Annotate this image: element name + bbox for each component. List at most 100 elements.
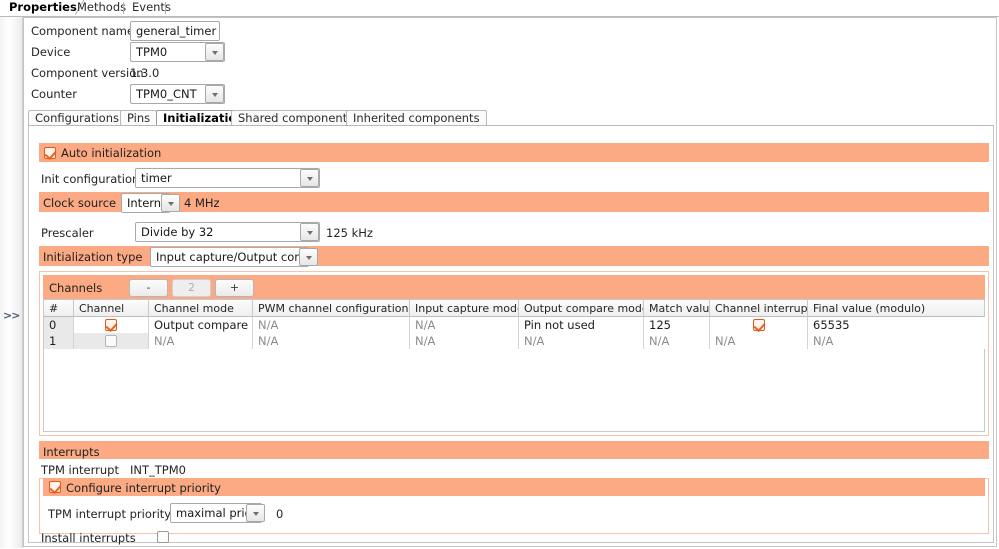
cell-final-value-modulo: N/A: [808, 333, 985, 349]
clock-source-combo[interactable]: Internal: [121, 193, 170, 213]
tab-events-label: Events: [132, 0, 171, 14]
init-configuration-label: Init configuration: [41, 172, 140, 186]
tab-events[interactable]: Events: [125, 0, 178, 15]
tab-properties[interactable]: Properties: [2, 0, 85, 15]
tab-shared-components-label: Shared components: [238, 111, 354, 125]
device-label: Device: [31, 45, 71, 59]
column-output-compare-mode: Output compare mode: [519, 300, 644, 317]
tab-initialization-label: Initialization: [163, 111, 245, 125]
initialization-pane: Auto initialization Init configuration t…: [28, 126, 994, 545]
cell-index: 1: [44, 333, 74, 349]
device-combo-chevron-down-icon[interactable]: [205, 43, 224, 61]
device-combo[interactable]: TPM0: [130, 42, 225, 62]
configure-interrupt-priority-checkbox[interactable]: [49, 481, 61, 493]
auto-initialization-band: [39, 143, 989, 162]
auto-initialization-label: Auto initialization: [61, 146, 162, 160]
tab-pins-label: Pins: [127, 111, 151, 125]
counter-combo-chevron-down-icon[interactable]: [205, 85, 224, 103]
cell-channel-enable[interactable]: [74, 317, 149, 333]
properties-panel: Component name general_timer Device TPM0…: [23, 17, 997, 547]
component-version-label: Component version: [31, 66, 144, 80]
cell-final-value-modulo[interactable]: 65535: [808, 317, 985, 333]
clock-source-chevron-down-icon[interactable]: [161, 194, 180, 212]
tab-inherited-components-label: Inherited components: [353, 111, 480, 125]
channels-remove-button[interactable]: -: [129, 279, 168, 297]
channels-count-field: 2: [172, 279, 211, 297]
initialization-type-chevron-down-icon[interactable]: [299, 248, 318, 266]
tpm-interrupt-priority-number: 0: [276, 507, 284, 521]
cell-channel-mode[interactable]: Output compare: [149, 317, 253, 333]
cell-input-capture-mode: N/A: [410, 333, 519, 349]
cell-index: 0: [44, 317, 74, 333]
tab-methods[interactable]: Methods: [70, 0, 133, 15]
inner-tab-baseline: [28, 125, 994, 126]
column-channel: Channel: [74, 300, 149, 317]
channels-label: Channels: [49, 281, 103, 295]
channels-table-header: # Channel Channel mode PWM channel confi…: [44, 300, 984, 317]
cell-pwm-channel-config: N/A: [253, 317, 410, 333]
column-channel-interrupt: Channel interrupt: [710, 300, 808, 317]
initialization-type-label: Initialization type: [43, 250, 143, 264]
column-match-value: Match value: [644, 300, 710, 317]
cell-channel-mode: N/A: [149, 333, 253, 349]
tab-configurations-label: Configurations: [35, 111, 119, 125]
prescaler-chevron-down-icon[interactable]: [300, 223, 319, 241]
tab-methods-label: Methods: [77, 0, 127, 14]
tab-shared-components[interactable]: Shared components: [231, 110, 361, 125]
tpm-interrupt-value: INT_TPM0: [130, 463, 186, 477]
configure-interrupt-priority-label: Configure interrupt priority: [66, 481, 221, 495]
cell-channel-enable[interactable]: [74, 333, 149, 349]
column-pwm-channel-config: PWM channel configuration: [253, 300, 410, 317]
channel-interrupt-checkbox[interactable]: [753, 319, 765, 331]
cell-output-compare-mode[interactable]: Pin not used: [519, 317, 644, 333]
collapsed-sidebar[interactable]: >>: [0, 17, 23, 548]
tab-divider: [165, 2, 166, 14]
init-configuration-combo[interactable]: timer: [135, 168, 320, 188]
tab-properties-label: Properties: [9, 0, 77, 14]
tpm-interrupt-priority-chevron-down-icon[interactable]: [246, 504, 265, 522]
tab-divider: [123, 2, 124, 14]
column-index: #: [44, 300, 74, 317]
cell-output-compare-mode: N/A: [519, 333, 644, 349]
configure-priority-band: [43, 478, 985, 496]
channels-table: # Channel Channel mode PWM channel confi…: [43, 299, 985, 432]
counter-combo[interactable]: TPM0_CNT: [130, 84, 225, 104]
table-row[interactable]: 0 Output compare N/A N/A Pin not used 12…: [44, 317, 985, 333]
cell-match-value[interactable]: 125: [644, 317, 710, 333]
clock-source-label: Clock source: [43, 196, 117, 210]
column-channel-mode: Channel mode: [149, 300, 253, 317]
counter-label: Counter: [31, 87, 77, 101]
init-configuration-chevron-down-icon[interactable]: [300, 169, 319, 187]
cell-pwm-channel-config: N/A: [253, 333, 410, 349]
column-input-capture-mode: Input capture mode: [410, 300, 519, 317]
top-tab-strip: Properties Methods Events: [0, 0, 999, 17]
cell-input-capture-mode: N/A: [410, 317, 519, 333]
install-interrupts-checkbox[interactable]: [157, 531, 169, 543]
channel-enable-checkbox[interactable]: [105, 335, 117, 347]
prescaler-combo[interactable]: Divide by 32: [135, 222, 320, 242]
table-row[interactable]: 1 N/A N/A N/A N/A N/A N/A N/A: [44, 333, 985, 349]
interrupts-section-label: Interrupts: [43, 445, 100, 459]
channels-add-button[interactable]: +: [215, 279, 254, 297]
component-name-label: Component name: [31, 24, 135, 38]
tab-slant-icon: [74, 0, 85, 15]
prescaler-frequency: 125 kHz: [326, 226, 373, 240]
cell-channel-interrupt: N/A: [710, 333, 808, 349]
tpm-interrupt-priority-combo[interactable]: maximal priority: [170, 503, 262, 523]
prescaler-label: Prescaler: [41, 226, 94, 240]
column-final-value-modulo: Final value (modulo): [813, 302, 926, 315]
clock-source-band: [39, 192, 989, 212]
tab-initialization[interactable]: Initialization: [156, 110, 252, 125]
cell-channel-interrupt[interactable]: [710, 317, 808, 333]
component-name-input[interactable]: general_timer: [130, 21, 220, 41]
auto-initialization-checkbox[interactable]: [44, 147, 56, 159]
install-interrupts-label: Install interrupts: [41, 531, 136, 545]
inner-tab-strip: Configurations Pins Initialization Share…: [28, 110, 994, 126]
tab-configurations[interactable]: Configurations: [28, 110, 126, 125]
tab-pins[interactable]: Pins: [120, 110, 158, 125]
tab-inherited-components[interactable]: Inherited components: [346, 110, 487, 125]
initialization-type-combo[interactable]: Input capture/Output compare: [150, 247, 309, 267]
channel-enable-checkbox[interactable]: [105, 319, 117, 331]
expand-sidebar-chevron-icon[interactable]: >>: [3, 309, 20, 322]
